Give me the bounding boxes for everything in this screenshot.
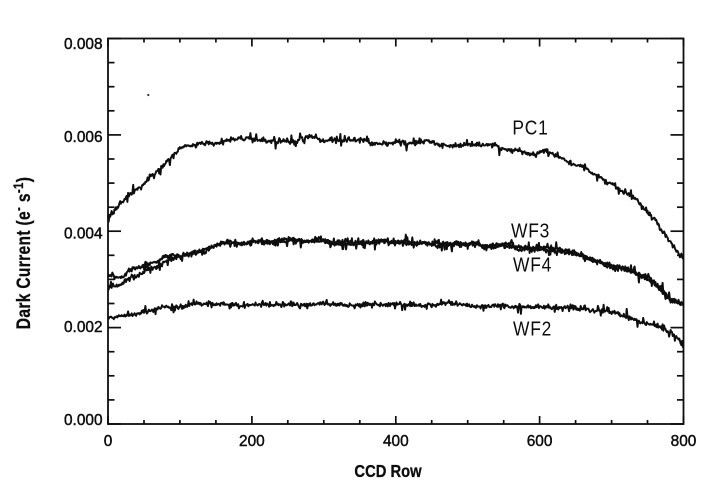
svg-text:0.006: 0.006 — [64, 129, 103, 146]
svg-text:Dark Current (e- s-1): Dark Current (e- s-1) — [10, 177, 34, 329]
svg-text:0.000: 0.000 — [64, 412, 103, 429]
svg-text:400: 400 — [383, 433, 409, 450]
svg-text:800: 800 — [671, 433, 697, 450]
svg-text:0.004: 0.004 — [64, 225, 103, 242]
svg-text:WF4: WF4 — [513, 254, 552, 277]
svg-text:WF2: WF2 — [513, 318, 552, 341]
svg-text:600: 600 — [527, 433, 553, 450]
svg-text:WF3: WF3 — [511, 220, 550, 243]
svg-text:200: 200 — [239, 433, 265, 450]
svg-text:CCD Row: CCD Row — [354, 462, 421, 482]
svg-text:0.002: 0.002 — [64, 319, 103, 336]
svg-text:0.008: 0.008 — [64, 36, 103, 53]
svg-text:0: 0 — [104, 433, 113, 450]
svg-text:PC1: PC1 — [512, 117, 548, 140]
